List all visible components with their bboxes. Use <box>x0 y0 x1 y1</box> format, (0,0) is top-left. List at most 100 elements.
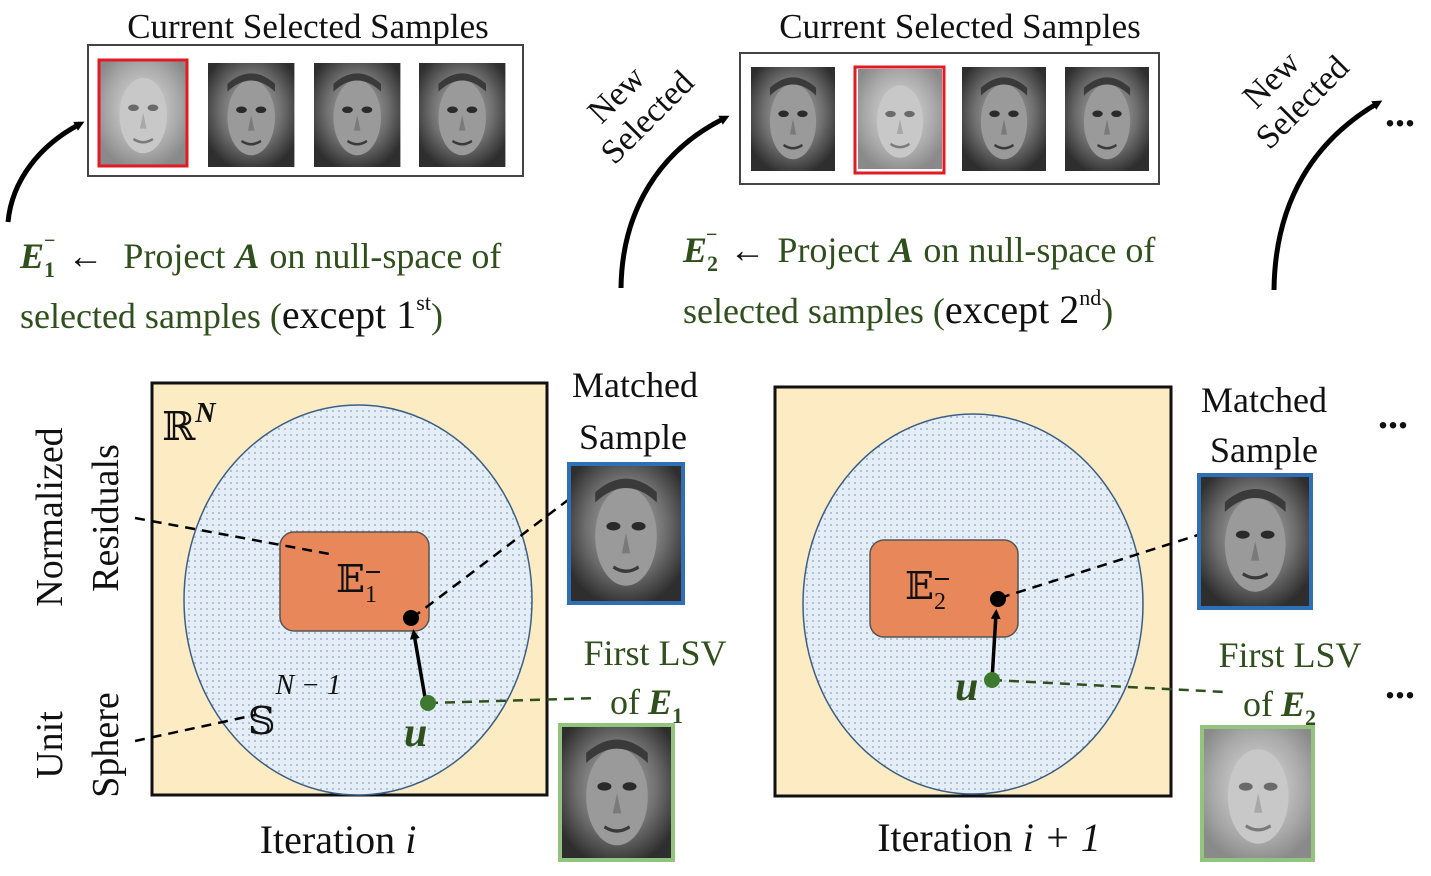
left-space-label: ℝN <box>162 398 217 449</box>
step1-symbol: E <box>19 236 44 276</box>
step1-line2-text: selected samples ( <box>20 296 282 336</box>
step1-sup: st <box>416 290 431 315</box>
left-space-sup: N <box>194 398 217 429</box>
left-caption-text: Iteration <box>260 817 396 862</box>
left-caption: Iteration i <box>260 817 417 862</box>
step2-prefix: Project <box>777 230 879 270</box>
left-matched-point <box>403 610 419 626</box>
left-sphere-sup: N − 1 <box>274 670 341 701</box>
step1-suffix: on null-space of <box>269 236 501 276</box>
step2-symbol: E <box>682 230 707 270</box>
side-label-residuals: Residuals <box>85 444 127 592</box>
step1-except: except 1 <box>282 292 416 337</box>
left-matched-image <box>568 463 684 603</box>
right-lsv-symbol-sub: 2 <box>1305 705 1316 730</box>
top-ellipsis: ... <box>1385 90 1415 135</box>
arrow-to-left-samples <box>5 121 85 223</box>
left-subspace-base: 𝔼 <box>336 559 365 601</box>
left-sample-3-image <box>312 61 402 169</box>
new-selected-label-1: New Selected <box>581 59 702 172</box>
step1-close: ) <box>431 296 443 336</box>
right-caption-var: i + 1 <box>1023 815 1101 860</box>
right-subspace-base: 𝔼 <box>905 566 934 608</box>
left-matched-line2: Sample <box>579 417 687 457</box>
right-u-arrow <box>990 609 1001 681</box>
step1-symbol-sub: 1 <box>44 257 55 282</box>
step2-arrow: ← <box>729 230 765 270</box>
step2-matrix: A <box>887 230 913 270</box>
right-matched-image <box>1198 474 1313 609</box>
arrow-new-selected-1 <box>618 115 730 289</box>
right-subspace-region <box>869 539 1019 638</box>
side-label-unit: Unit <box>29 711 71 779</box>
right-matched-line1: Matched <box>1201 380 1327 420</box>
left-lsv-line2: of E1 <box>610 682 683 728</box>
right-subspace-label: 𝔼2 <box>905 566 946 615</box>
right-sample-1-image <box>749 65 837 173</box>
right-matched-pointer <box>999 533 1199 600</box>
right-caption-text: Iteration <box>877 815 1013 860</box>
left-sphere-base: 𝕊 <box>248 701 275 743</box>
right-lsv-frame <box>1200 725 1315 862</box>
left-lsv-line1: First LSV <box>583 633 726 673</box>
right-lsv-line2: of E2 <box>1243 684 1316 730</box>
side-label-sphere: Sphere <box>85 692 127 798</box>
left-sphere-pointer <box>134 713 256 743</box>
step2-line2-text: selected samples ( <box>683 291 945 331</box>
right-lsv-pointer <box>991 678 1225 694</box>
right-subspace-sub: 2 <box>934 589 946 615</box>
right-sample-2-highlight <box>853 65 946 175</box>
left-sample-2-image <box>206 61 296 169</box>
right-lsv-of: of <box>1243 684 1273 724</box>
left-sample-1-highlight <box>97 58 189 168</box>
right-u-label: u <box>955 664 978 710</box>
right-lsv-line1: First LSV <box>1218 635 1361 675</box>
left-lsv-image <box>559 724 675 863</box>
left-matched-line1: Matched <box>572 365 698 405</box>
left-lsv-symbol: E <box>647 682 672 722</box>
right-sample-2-image <box>856 67 944 171</box>
right-caption: Iteration i + 1 <box>877 815 1101 860</box>
right-lsv-image <box>1201 726 1316 861</box>
left-lsv-of: of <box>610 682 640 722</box>
step2-line2: selected samples (except 2nd) <box>683 285 1113 332</box>
left-lsv-frame <box>558 723 675 862</box>
left-space-base: ℝ <box>162 404 196 449</box>
left-sphere-label: 𝕊N − 1 <box>248 670 341 743</box>
right-lsv-symbol: E <box>1280 684 1305 724</box>
step2-except: except 2 <box>945 287 1079 332</box>
step1-arrow: ← <box>67 236 103 276</box>
left-lsv-pointer <box>427 696 599 705</box>
right-sample-3-image <box>960 65 1048 173</box>
step1-matrix: A <box>233 236 259 276</box>
bottom-ellipsis-bottom: ... <box>1385 662 1415 707</box>
left-sample-4-image <box>417 61 507 169</box>
left-sample-1-image <box>98 59 188 167</box>
right-u-point <box>984 672 1000 688</box>
left-subspace-sub: 1 <box>365 582 377 608</box>
right-sample-4-image <box>1063 65 1151 173</box>
left-subspace-label: 𝔼1 <box>336 559 377 608</box>
left-matched-frame <box>567 462 685 605</box>
right-matched-frame <box>1197 473 1313 610</box>
left-subspace-region <box>279 531 430 632</box>
step2-sup: nd <box>1079 285 1101 310</box>
right-matched-line2: Sample <box>1210 430 1318 470</box>
bottom-ellipsis-top: ... <box>1378 392 1408 437</box>
step1-line2: selected samples (except 1st) <box>20 290 443 337</box>
left-samples-title: Current Selected Samples <box>127 7 489 46</box>
step2-close: ) <box>1101 291 1113 331</box>
left-lsv-symbol-sub: 1 <box>672 703 683 728</box>
step2-symbol-sub: 2 <box>707 251 718 276</box>
right-matched-point <box>990 591 1006 607</box>
step2-suffix: on null-space of <box>923 230 1155 270</box>
left-caption-var: i <box>405 817 416 862</box>
left-u-point <box>420 695 436 711</box>
left-u-arrow <box>409 629 428 704</box>
step1-prefix: Project <box>123 236 225 276</box>
left-u-label: u <box>404 710 427 756</box>
